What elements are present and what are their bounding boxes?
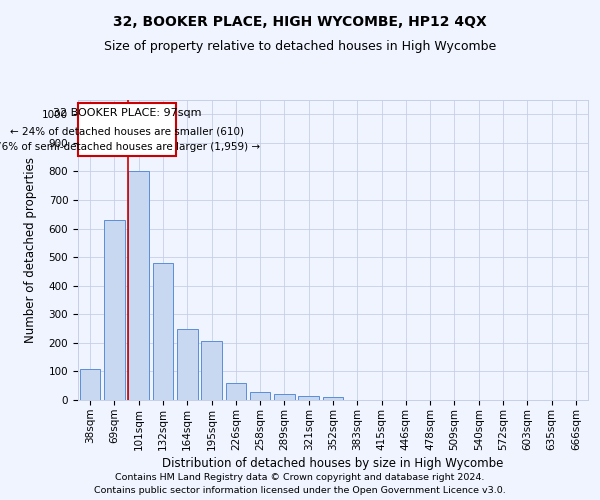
Text: 32, BOOKER PLACE, HIGH WYCOMBE, HP12 4QX: 32, BOOKER PLACE, HIGH WYCOMBE, HP12 4QX bbox=[113, 15, 487, 29]
Bar bbox=[250, 392, 271, 400]
Text: Contains public sector information licensed under the Open Government Licence v3: Contains public sector information licen… bbox=[94, 486, 506, 495]
X-axis label: Distribution of detached houses by size in High Wycombe: Distribution of detached houses by size … bbox=[163, 456, 503, 469]
Text: 32 BOOKER PLACE: 97sqm: 32 BOOKER PLACE: 97sqm bbox=[53, 108, 202, 118]
Bar bbox=[80, 368, 100, 400]
Bar bbox=[201, 342, 222, 400]
Bar bbox=[104, 220, 125, 400]
Bar bbox=[152, 263, 173, 400]
Bar bbox=[79, 103, 176, 156]
Bar bbox=[226, 383, 246, 400]
Bar bbox=[323, 396, 343, 400]
Text: Size of property relative to detached houses in High Wycombe: Size of property relative to detached ho… bbox=[104, 40, 496, 53]
Bar bbox=[298, 396, 319, 400]
Bar bbox=[274, 394, 295, 400]
Text: 76% of semi-detached houses are larger (1,959) →: 76% of semi-detached houses are larger (… bbox=[0, 142, 260, 152]
Text: ← 24% of detached houses are smaller (610): ← 24% of detached houses are smaller (61… bbox=[10, 126, 244, 136]
Text: Contains HM Land Registry data © Crown copyright and database right 2024.: Contains HM Land Registry data © Crown c… bbox=[115, 474, 485, 482]
Bar bbox=[128, 172, 149, 400]
Bar bbox=[177, 328, 197, 400]
Y-axis label: Number of detached properties: Number of detached properties bbox=[23, 157, 37, 343]
